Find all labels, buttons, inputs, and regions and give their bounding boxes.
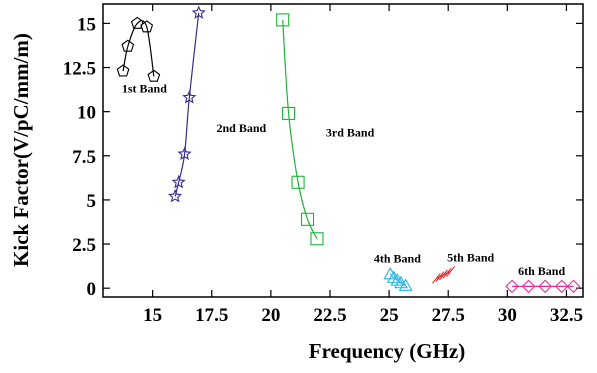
band-label-4: 4th Band	[374, 252, 421, 266]
y-tick-label: 0	[87, 279, 97, 300]
band-label-6: 6th Band	[518, 264, 565, 278]
band-label-5: 5th Band	[447, 251, 494, 265]
y-tick-label: 12.5	[63, 59, 96, 80]
series-layer	[117, 7, 579, 293]
series-band-3	[277, 14, 323, 245]
y-tick-label: 5	[87, 191, 97, 212]
x-tick-label: 22.5	[313, 305, 346, 326]
x-tick-label: 17.5	[195, 305, 228, 326]
data-point-star	[193, 7, 204, 18]
x-tick-label: 15	[143, 305, 162, 326]
series-band-2	[169, 7, 204, 201]
data-point-square	[311, 233, 323, 245]
y-axis-title: Kick Factor(V/pC/mm/m)	[9, 33, 33, 267]
y-tick-label: 7.5	[72, 147, 96, 168]
series-band-4	[384, 268, 411, 290]
x-tick-label: 20	[261, 305, 280, 326]
y-tick-label: 15	[77, 14, 96, 35]
tick-labels: 15 17.5 20 22.5 25 27.5 30 32.5 0 2.5 5 7.5 10 12.5 15	[63, 14, 583, 326]
plot-area	[103, 4, 583, 297]
series-band-5	[432, 266, 454, 283]
y-tick-label: 10	[77, 103, 96, 124]
x-axis-title: Frequency (GHz)	[309, 339, 466, 363]
x-tick-label: 32.5	[550, 305, 583, 326]
y-tick-label: 2.5	[72, 235, 96, 256]
series-line	[175, 13, 199, 197]
x-tick-label: 25	[380, 305, 399, 326]
series-band-1	[117, 17, 159, 81]
series-band-6	[506, 280, 579, 292]
band-label-2: 2nd Band	[216, 121, 266, 135]
series-line	[283, 20, 317, 239]
band-label-3: 3rd Band	[326, 125, 375, 139]
x-tick-label: 30	[498, 305, 517, 326]
band-label-1: 1st Band	[122, 81, 167, 95]
plot-frame	[103, 4, 583, 297]
x-tick-label: 27.5	[432, 305, 465, 326]
